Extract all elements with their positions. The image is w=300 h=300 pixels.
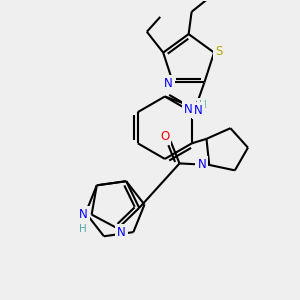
Text: N: N <box>164 77 173 91</box>
Text: S: S <box>215 45 222 58</box>
Text: N: N <box>197 158 206 171</box>
Text: H: H <box>199 100 207 110</box>
Text: H: H <box>79 224 87 234</box>
Text: N: N <box>79 208 88 221</box>
Text: N: N <box>117 226 126 239</box>
Text: N: N <box>184 103 192 116</box>
Text: O: O <box>160 130 169 143</box>
Text: N: N <box>194 104 203 117</box>
